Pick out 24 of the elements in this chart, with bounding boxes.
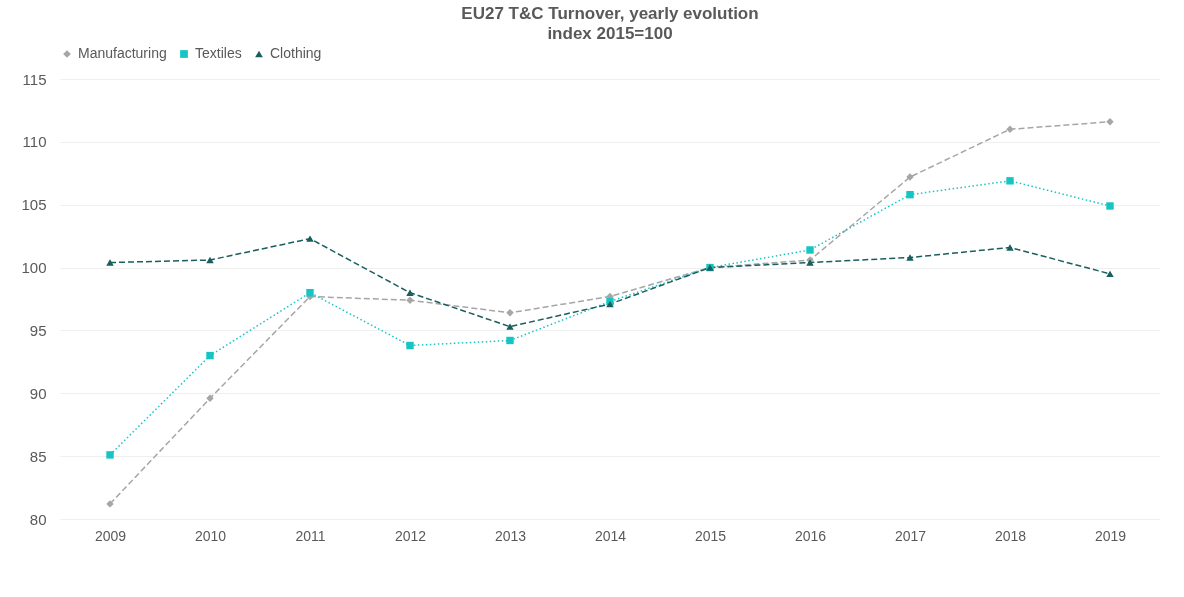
chart-subtitle: index 2015=100 (547, 24, 673, 43)
y-tick-label: 105 (21, 196, 47, 214)
y-tick-label: 110 (22, 133, 47, 151)
x-tick-label: 2009 (94, 527, 127, 544)
y-tick-label: 95 (29, 321, 47, 339)
y-tick-label: 115 (22, 70, 47, 88)
x-tick-label: 2015 (694, 527, 727, 544)
y-tick-label: 85 (29, 447, 47, 465)
x-tick-label: 2012 (394, 527, 427, 544)
x-tick-label: 2010 (194, 527, 227, 544)
x-tick-label: 2019 (1094, 527, 1127, 544)
legend-label: Manufacturing (78, 45, 167, 61)
x-tick-label: 2018 (994, 527, 1027, 544)
y-tick-label: 80 (29, 510, 47, 528)
chart-title: EU27 T&C Turnover, yearly evolution (461, 4, 759, 23)
x-tick-label: 2016 (794, 527, 827, 544)
x-tick-label: 2013 (494, 527, 527, 544)
x-tick-label: 2011 (295, 527, 326, 544)
x-tick-label: 2017 (894, 527, 927, 544)
legend-label: Clothing (270, 45, 322, 61)
y-tick-label: 100 (21, 259, 47, 277)
x-tick-label: 2014 (594, 527, 627, 544)
legend-label: Textiles (195, 45, 242, 61)
y-tick-label: 90 (29, 384, 47, 402)
